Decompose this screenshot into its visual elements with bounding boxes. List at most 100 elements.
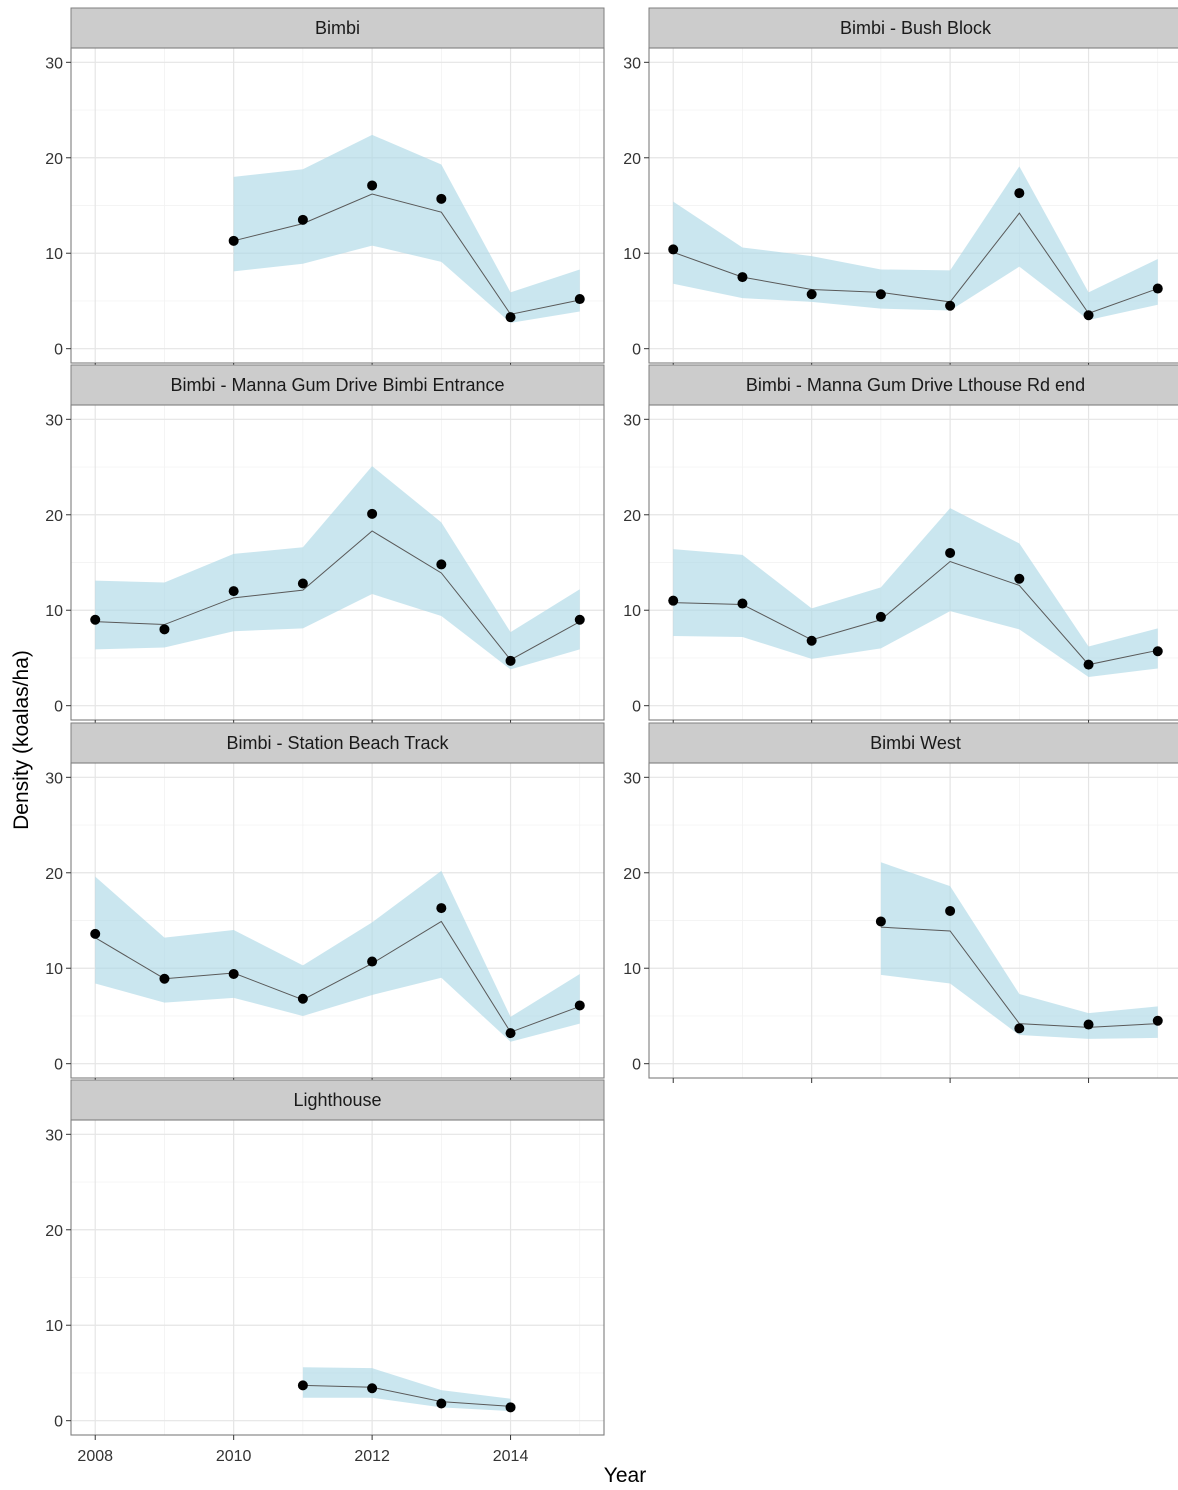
data-point bbox=[668, 595, 679, 606]
confidence-band bbox=[673, 508, 1158, 678]
y-tick-label: 10 bbox=[623, 961, 641, 978]
y-tick-label: 30 bbox=[623, 770, 641, 787]
gridlines bbox=[649, 763, 1178, 1078]
data-point bbox=[367, 1383, 378, 1394]
facet-strip-label: Bimbi - Bush Block bbox=[840, 18, 992, 38]
data-point bbox=[436, 1398, 447, 1409]
data-point bbox=[436, 193, 447, 204]
y-tick-label: 10 bbox=[623, 246, 641, 263]
data-point bbox=[875, 289, 886, 300]
panel-border bbox=[70, 47, 605, 364]
data-point bbox=[228, 586, 239, 597]
confidence-band bbox=[95, 870, 580, 1042]
x-tick-label: 2014 bbox=[493, 1448, 529, 1465]
data-point bbox=[228, 968, 239, 979]
data-point bbox=[945, 547, 956, 558]
facet-strip-label: Bimbi - Station Beach Track bbox=[226, 733, 449, 753]
data-point bbox=[159, 973, 170, 984]
panel-border bbox=[70, 404, 605, 721]
data-point bbox=[1083, 1019, 1094, 1030]
data-point bbox=[505, 312, 516, 323]
y-tick-label: 30 bbox=[45, 1127, 63, 1144]
confidence-band bbox=[673, 166, 1158, 321]
panel-border bbox=[648, 47, 1178, 364]
y-tick-label: 10 bbox=[45, 1318, 63, 1335]
y-tick-label: 20 bbox=[623, 508, 641, 525]
data-point bbox=[436, 559, 447, 570]
fitted-line bbox=[233, 193, 580, 315]
y-tick-label: 20 bbox=[45, 151, 63, 168]
confidence-band bbox=[95, 466, 580, 670]
panel-6: Bimbi West 0 10 20 30 bbox=[623, 722, 1178, 1083]
y-tick-label: 30 bbox=[45, 55, 63, 72]
panel-1: Bimbi 0 10 20 30 bbox=[45, 7, 605, 368]
gridlines bbox=[71, 1120, 604, 1435]
panel-5: Bimbi - Station Beach Track 0 10 20 30 bbox=[45, 722, 605, 1083]
fitted-line bbox=[673, 212, 1158, 314]
fitted-line bbox=[94, 920, 580, 1033]
y-tick-label: 0 bbox=[632, 699, 641, 716]
y-tick-label: 10 bbox=[45, 603, 63, 620]
gridlines bbox=[649, 405, 1178, 720]
y-tick-label: 20 bbox=[45, 866, 63, 883]
fitted-line bbox=[95, 530, 581, 661]
y-tick-label: 0 bbox=[54, 699, 63, 716]
y-tick-label: 10 bbox=[45, 246, 63, 263]
y-tick-label: 30 bbox=[45, 412, 63, 429]
data-point bbox=[574, 1000, 585, 1011]
data-point bbox=[806, 635, 817, 646]
data-point bbox=[367, 508, 378, 519]
data-point bbox=[806, 289, 817, 300]
data-point bbox=[297, 1380, 308, 1391]
fitted-line bbox=[302, 1384, 511, 1407]
data-point bbox=[228, 235, 239, 246]
panel-7: Lighthouse 0 10 20 30 2008 2010 2012 2014 bbox=[45, 1079, 605, 1465]
data-point bbox=[297, 578, 308, 589]
data-point bbox=[945, 905, 956, 916]
data-point bbox=[1014, 573, 1025, 584]
confidence-band bbox=[233, 134, 580, 323]
y-tick-label: 0 bbox=[54, 1057, 63, 1074]
data-point bbox=[875, 916, 886, 927]
y-tick-label: 20 bbox=[623, 866, 641, 883]
panel-border bbox=[70, 762, 605, 1079]
data-point bbox=[1083, 659, 1094, 670]
facet-strip-label: Bimbi - Manna Gum Drive Lthouse Rd end bbox=[746, 375, 1085, 395]
panel-border bbox=[70, 1119, 605, 1436]
facet-strip bbox=[70, 722, 605, 764]
data-point bbox=[505, 655, 516, 666]
data-point bbox=[367, 956, 378, 967]
y-tick-label: 10 bbox=[623, 603, 641, 620]
facet-strip-label: Bimbi - Manna Gum Drive Bimbi Entrance bbox=[170, 375, 504, 395]
facet-strip-label: Bimbi bbox=[315, 18, 360, 38]
y-tick-label: 0 bbox=[54, 342, 63, 359]
facet-strip-label: Lighthouse bbox=[293, 1090, 381, 1110]
panel-4: Bimbi - Manna Gum Drive Lthouse Rd end 0 1… bbox=[623, 364, 1178, 725]
fitted-line bbox=[673, 560, 1158, 666]
data-point bbox=[159, 624, 170, 635]
y-tick-label: 20 bbox=[45, 1223, 63, 1240]
x-tick-label: 2010 bbox=[216, 1448, 252, 1465]
y-tick-label: 0 bbox=[632, 342, 641, 359]
data-point bbox=[1152, 1015, 1163, 1026]
data-point bbox=[367, 180, 378, 191]
y-tick-label: 30 bbox=[623, 55, 641, 72]
data-point bbox=[574, 614, 585, 625]
data-point bbox=[1014, 1023, 1025, 1034]
data-point bbox=[1152, 283, 1163, 294]
data-point bbox=[436, 903, 447, 914]
data-point bbox=[90, 614, 101, 625]
panel-border bbox=[648, 762, 1178, 1079]
panel-2: Bimbi - Bush Block 0 10 20 30 bbox=[623, 7, 1178, 368]
data-point bbox=[875, 611, 886, 622]
confidence-band bbox=[302, 1367, 511, 1412]
data-point bbox=[297, 214, 308, 225]
facet-strip bbox=[648, 364, 1178, 406]
data-point bbox=[737, 272, 748, 283]
data-point bbox=[668, 244, 679, 255]
y-tick-label: 0 bbox=[54, 1414, 63, 1431]
data-point bbox=[737, 598, 748, 609]
y-tick-label: 10 bbox=[45, 961, 63, 978]
facet-strip-label: Bimbi West bbox=[870, 733, 961, 753]
